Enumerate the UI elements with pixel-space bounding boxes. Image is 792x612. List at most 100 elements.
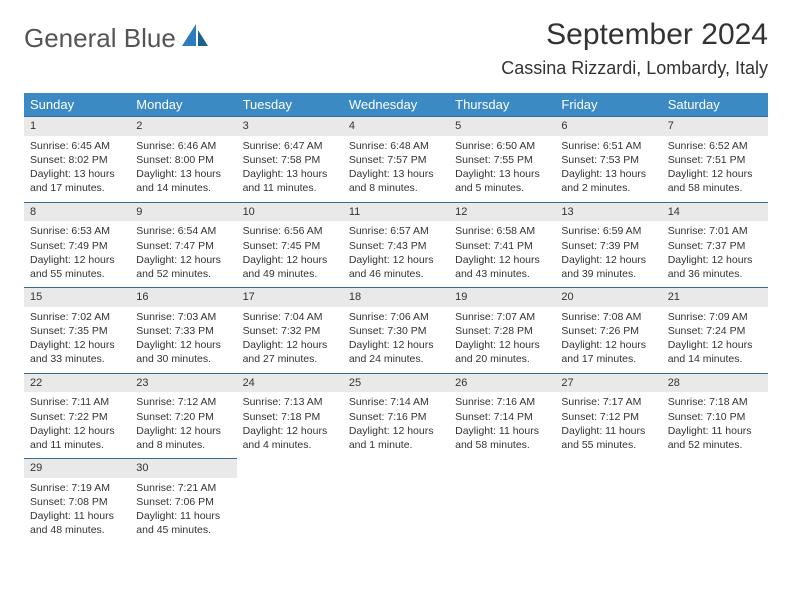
daylight-text: and 58 minutes. xyxy=(455,438,549,452)
daylight-text: Daylight: 12 hours xyxy=(349,253,443,267)
day-detail-cell: Sunrise: 6:59 AMSunset: 7:39 PMDaylight:… xyxy=(555,221,661,287)
location: Cassina Rizzardi, Lombardy, Italy xyxy=(501,58,768,79)
sunset-text: Sunset: 7:26 PM xyxy=(561,324,655,338)
sunrise-text: Sunrise: 6:46 AM xyxy=(136,139,230,153)
title-block: September 2024 Cassina Rizzardi, Lombard… xyxy=(501,18,768,79)
sunset-text: Sunset: 7:55 PM xyxy=(455,153,549,167)
day-number-cell: 10 xyxy=(237,202,343,221)
detail-row: Sunrise: 7:19 AMSunset: 7:08 PMDaylight:… xyxy=(24,478,768,544)
day-number-cell: 1 xyxy=(24,117,130,136)
sail-icon xyxy=(180,22,210,54)
daylight-text: Daylight: 11 hours xyxy=(30,509,124,523)
day-number-cell: 28 xyxy=(662,373,768,392)
daylight-text: and 8 minutes. xyxy=(349,181,443,195)
sunset-text: Sunset: 7:24 PM xyxy=(668,324,762,338)
day-detail-cell: Sunrise: 7:14 AMSunset: 7:16 PMDaylight:… xyxy=(343,392,449,458)
detail-row: Sunrise: 7:02 AMSunset: 7:35 PMDaylight:… xyxy=(24,307,768,373)
day-detail-cell: Sunrise: 7:02 AMSunset: 7:35 PMDaylight:… xyxy=(24,307,130,373)
daylight-text: Daylight: 13 hours xyxy=(136,167,230,181)
day-detail-cell: Sunrise: 6:56 AMSunset: 7:45 PMDaylight:… xyxy=(237,221,343,287)
sunrise-text: Sunrise: 7:21 AM xyxy=(136,481,230,495)
day-detail-cell: Sunrise: 6:54 AMSunset: 7:47 PMDaylight:… xyxy=(130,221,236,287)
day-number-cell: 21 xyxy=(662,288,768,307)
day-detail-cell: Sunrise: 6:48 AMSunset: 7:57 PMDaylight:… xyxy=(343,136,449,202)
day-number-cell: 18 xyxy=(343,288,449,307)
daylight-text: Daylight: 13 hours xyxy=(349,167,443,181)
daylight-text: Daylight: 12 hours xyxy=(30,253,124,267)
brand-line1: General xyxy=(24,23,117,53)
day-detail-cell: Sunrise: 7:06 AMSunset: 7:30 PMDaylight:… xyxy=(343,307,449,373)
weekday-header: Monday xyxy=(130,93,236,117)
day-number-cell: 15 xyxy=(24,288,130,307)
daylight-text: and 48 minutes. xyxy=(30,523,124,537)
daylight-text: and 58 minutes. xyxy=(668,181,762,195)
sunset-text: Sunset: 7:47 PM xyxy=(136,239,230,253)
day-detail-cell xyxy=(343,478,449,544)
daynum-row: 22232425262728 xyxy=(24,373,768,392)
daylight-text: and 43 minutes. xyxy=(455,267,549,281)
sunrise-text: Sunrise: 7:07 AM xyxy=(455,310,549,324)
day-detail-cell: Sunrise: 6:45 AMSunset: 8:02 PMDaylight:… xyxy=(24,136,130,202)
daylight-text: Daylight: 12 hours xyxy=(30,338,124,352)
day-detail-cell: Sunrise: 7:07 AMSunset: 7:28 PMDaylight:… xyxy=(449,307,555,373)
day-number-cell: 16 xyxy=(130,288,236,307)
sunrise-text: Sunrise: 6:51 AM xyxy=(561,139,655,153)
daylight-text: and 11 minutes. xyxy=(30,438,124,452)
daylight-text: and 55 minutes. xyxy=(561,438,655,452)
sunrise-text: Sunrise: 7:09 AM xyxy=(668,310,762,324)
sunset-text: Sunset: 7:20 PM xyxy=(136,410,230,424)
day-number-cell: 24 xyxy=(237,373,343,392)
day-detail-cell: Sunrise: 6:51 AMSunset: 7:53 PMDaylight:… xyxy=(555,136,661,202)
day-detail-cell: Sunrise: 6:47 AMSunset: 7:58 PMDaylight:… xyxy=(237,136,343,202)
sunset-text: Sunset: 7:43 PM xyxy=(349,239,443,253)
weekday-header: Sunday xyxy=(24,93,130,117)
day-detail-cell: Sunrise: 7:21 AMSunset: 7:06 PMDaylight:… xyxy=(130,478,236,544)
sunset-text: Sunset: 7:45 PM xyxy=(243,239,337,253)
detail-row: Sunrise: 6:45 AMSunset: 8:02 PMDaylight:… xyxy=(24,136,768,202)
daylight-text: Daylight: 12 hours xyxy=(349,424,443,438)
header: General Blue September 2024 Cassina Rizz… xyxy=(24,18,768,79)
day-number-cell: 25 xyxy=(343,373,449,392)
daylight-text: Daylight: 13 hours xyxy=(455,167,549,181)
daylight-text: Daylight: 12 hours xyxy=(136,253,230,267)
sunrise-text: Sunrise: 7:14 AM xyxy=(349,395,443,409)
daylight-text: Daylight: 12 hours xyxy=(136,338,230,352)
day-number-cell: 4 xyxy=(343,117,449,136)
day-number-cell: 23 xyxy=(130,373,236,392)
daylight-text: and 36 minutes. xyxy=(668,267,762,281)
sunset-text: Sunset: 7:53 PM xyxy=(561,153,655,167)
sunset-text: Sunset: 7:22 PM xyxy=(30,410,124,424)
day-number-cell xyxy=(237,459,343,478)
sunset-text: Sunset: 7:06 PM xyxy=(136,495,230,509)
weekday-header: Thursday xyxy=(449,93,555,117)
day-detail-cell: Sunrise: 6:52 AMSunset: 7:51 PMDaylight:… xyxy=(662,136,768,202)
sunrise-text: Sunrise: 6:58 AM xyxy=(455,224,549,238)
weekday-header: Wednesday xyxy=(343,93,449,117)
sunrise-text: Sunrise: 7:03 AM xyxy=(136,310,230,324)
daylight-text: and 1 minute. xyxy=(349,438,443,452)
daylight-text: Daylight: 12 hours xyxy=(349,338,443,352)
daynum-row: 15161718192021 xyxy=(24,288,768,307)
sunrise-text: Sunrise: 7:16 AM xyxy=(455,395,549,409)
day-number-cell: 17 xyxy=(237,288,343,307)
daylight-text: and 17 minutes. xyxy=(30,181,124,195)
day-number-cell: 20 xyxy=(555,288,661,307)
daylight-text: Daylight: 12 hours xyxy=(561,338,655,352)
weekday-header-row: Sunday Monday Tuesday Wednesday Thursday… xyxy=(24,93,768,117)
daylight-text: and 49 minutes. xyxy=(243,267,337,281)
day-detail-cell: Sunrise: 7:01 AMSunset: 7:37 PMDaylight:… xyxy=(662,221,768,287)
daynum-row: 1234567 xyxy=(24,117,768,136)
sunset-text: Sunset: 7:18 PM xyxy=(243,410,337,424)
daylight-text: Daylight: 12 hours xyxy=(30,424,124,438)
daylight-text: Daylight: 11 hours xyxy=(455,424,549,438)
daylight-text: Daylight: 12 hours xyxy=(668,253,762,267)
day-number-cell: 19 xyxy=(449,288,555,307)
day-detail-cell: Sunrise: 7:04 AMSunset: 7:32 PMDaylight:… xyxy=(237,307,343,373)
day-number-cell: 14 xyxy=(662,202,768,221)
sunrise-text: Sunrise: 7:02 AM xyxy=(30,310,124,324)
daylight-text: and 20 minutes. xyxy=(455,352,549,366)
daylight-text: and 14 minutes. xyxy=(136,181,230,195)
day-number-cell: 22 xyxy=(24,373,130,392)
sunset-text: Sunset: 7:10 PM xyxy=(668,410,762,424)
daylight-text: Daylight: 13 hours xyxy=(243,167,337,181)
